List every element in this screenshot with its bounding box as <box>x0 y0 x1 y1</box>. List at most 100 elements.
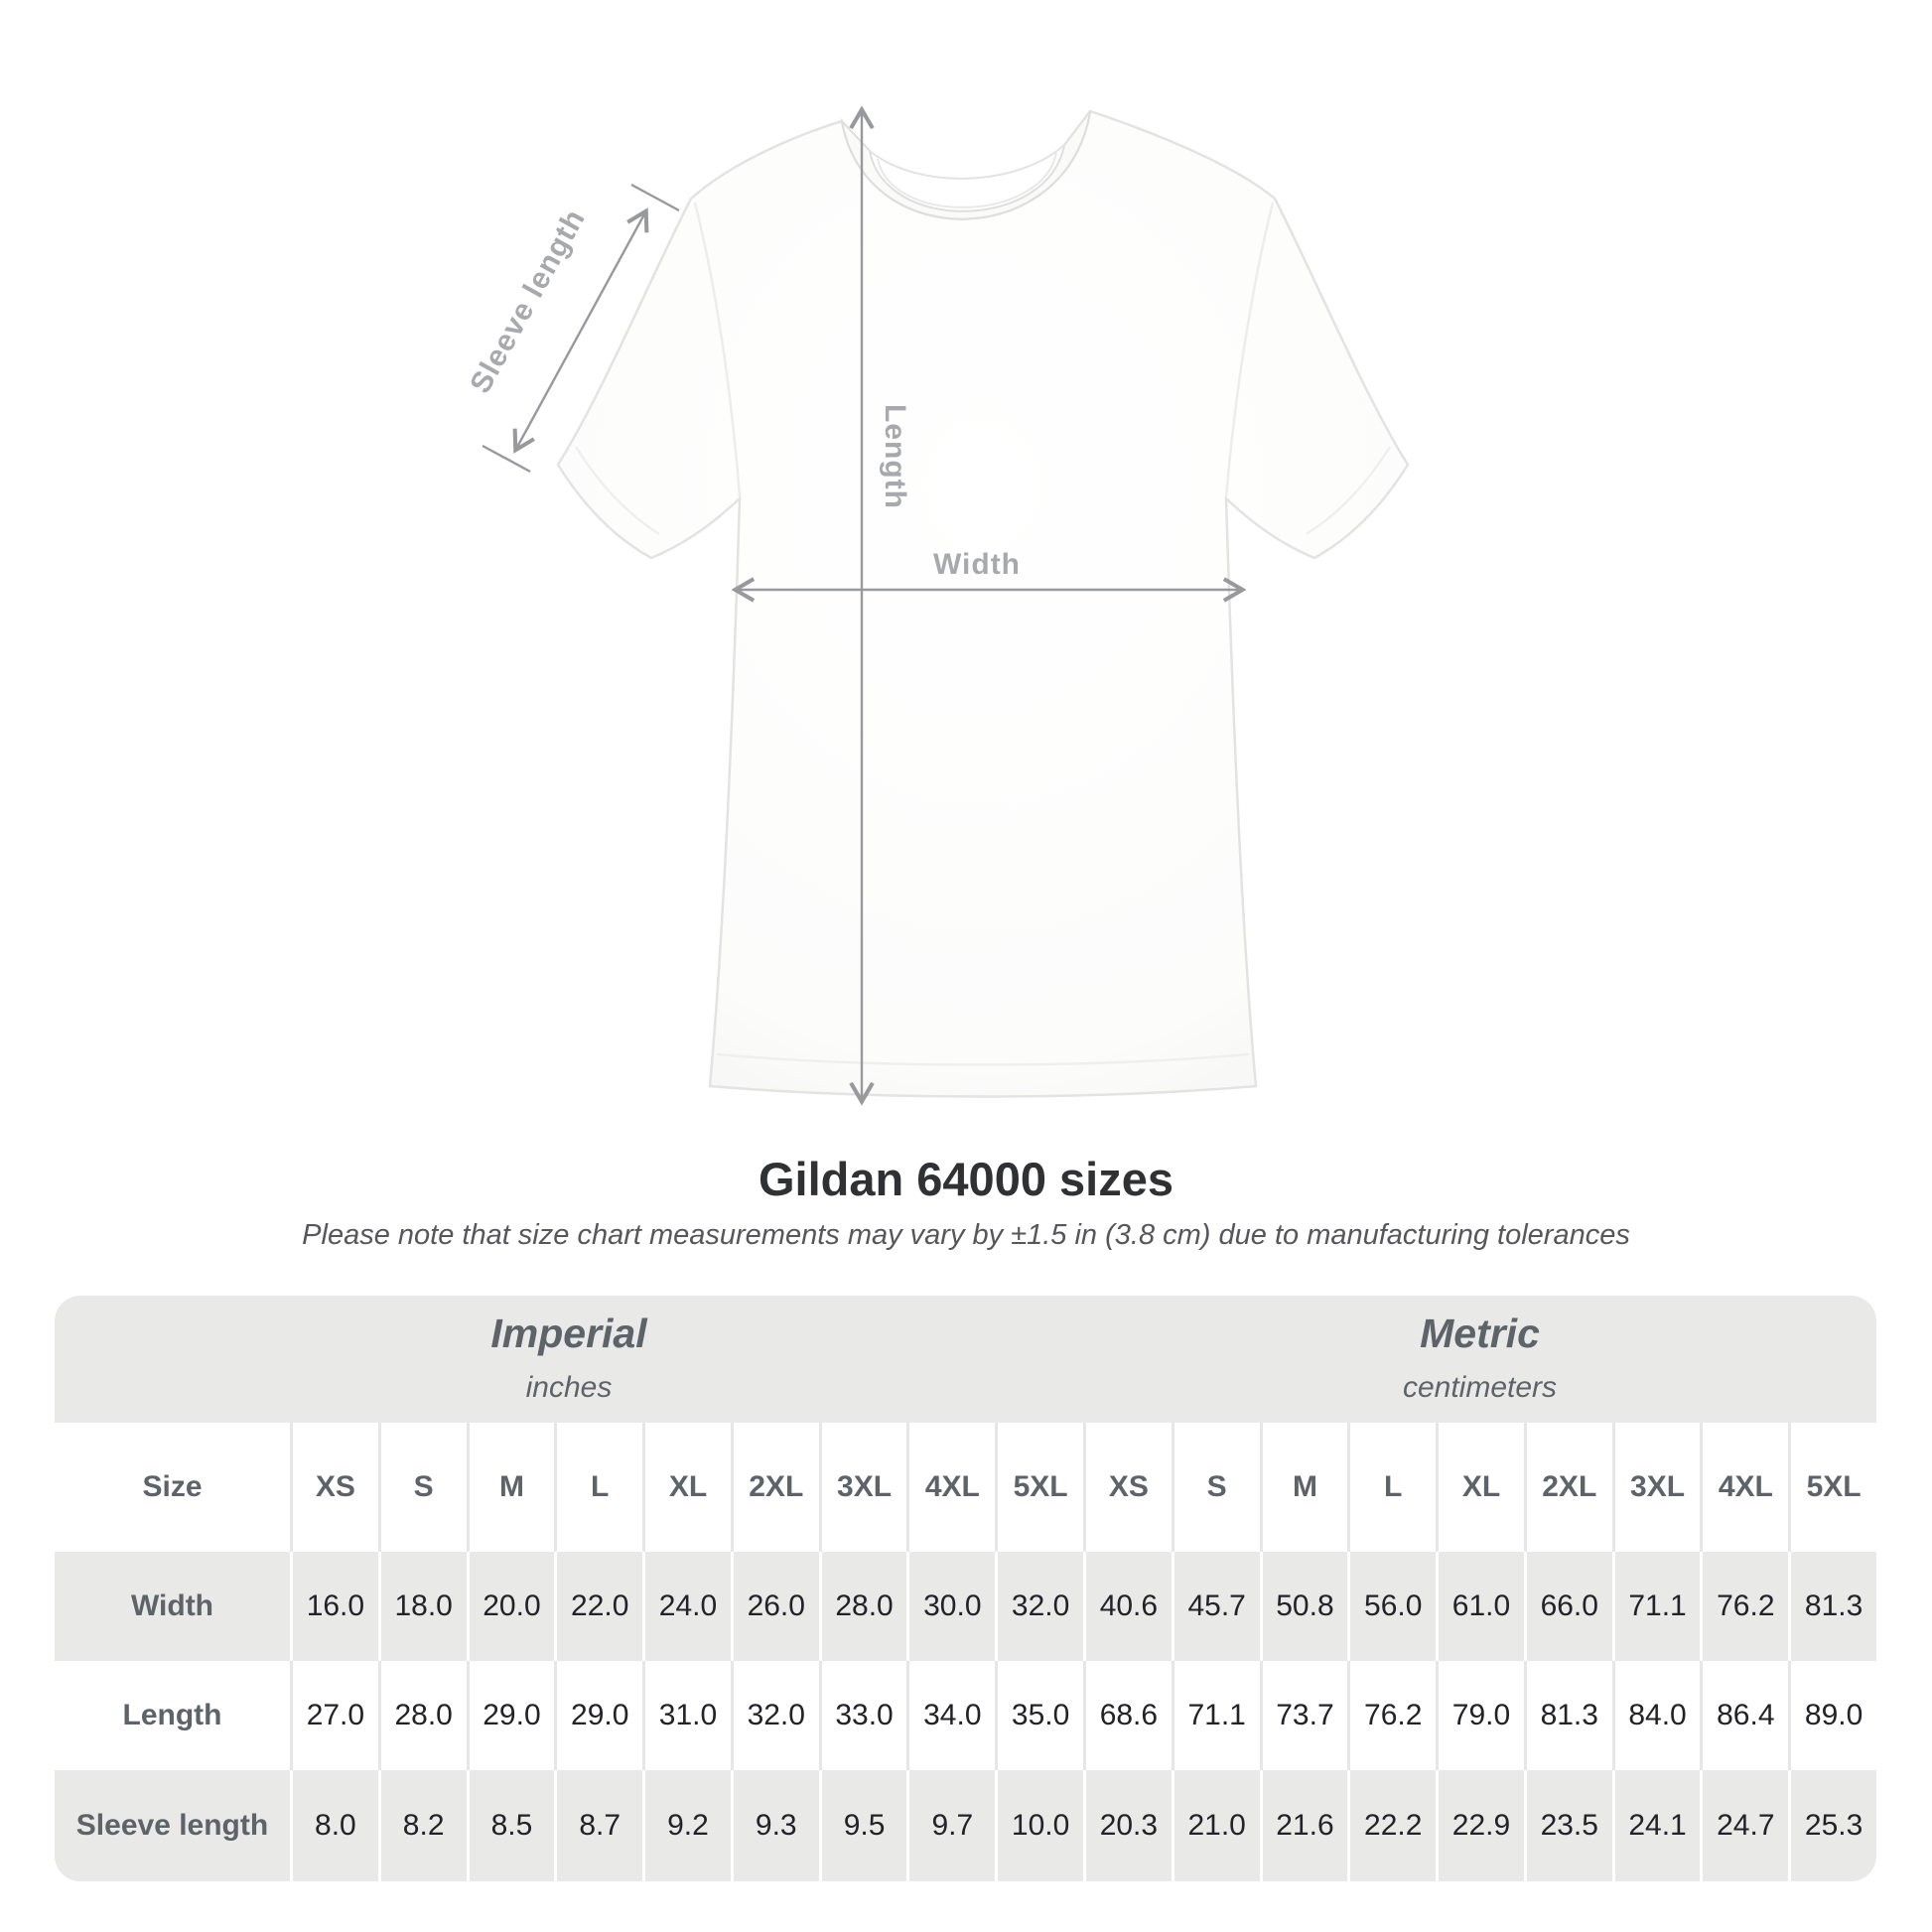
length-metric-2xl: 81.3 <box>1523 1661 1612 1770</box>
size-col-metric-m: M <box>1259 1423 1348 1552</box>
tshirt-measurement-diagram: Length Width Sleeve length <box>464 105 1410 1106</box>
length-metric-xl: 79.0 <box>1436 1661 1524 1770</box>
size-col-metric-l: L <box>1347 1423 1437 1552</box>
imperial-title: Imperial <box>490 1310 647 1356</box>
tshirt-collar <box>840 110 1091 220</box>
sleeve-metric-5xl: 25.3 <box>1788 1770 1876 1881</box>
size-col-imperial-xs: XS <box>290 1423 378 1552</box>
sleeve-imperial-4xl: 9.7 <box>906 1770 996 1881</box>
size-col-metric-5xl: 5XL <box>1788 1423 1876 1552</box>
width-imperial-s: 18.0 <box>377 1552 467 1661</box>
width-metric-s: 45.7 <box>1171 1552 1260 1661</box>
imperial-unit: inches <box>525 1370 613 1404</box>
size-col-imperial-l: L <box>554 1423 643 1552</box>
tolerance-note: Please note that size chart measurements… <box>302 1219 1630 1251</box>
length-imperial-2xl: 32.0 <box>730 1661 819 1770</box>
sleeve-tick-top <box>630 183 680 212</box>
sleeve-metric-xs: 20.3 <box>1083 1770 1172 1881</box>
size-col-imperial-m: M <box>466 1423 555 1552</box>
width-metric-m: 50.8 <box>1259 1552 1348 1661</box>
metric-unit: centimeters <box>1402 1370 1558 1404</box>
tshirt-graphic <box>556 109 1410 1098</box>
size-col-imperial-3xl: 3XL <box>818 1423 907 1552</box>
sleeve-metric-4xl: 24.7 <box>1700 1770 1789 1881</box>
sleeve-metric-s: 21.0 <box>1171 1770 1260 1881</box>
size-col-metric-2xl: 2XL <box>1523 1423 1612 1552</box>
width-imperial-3xl: 28.0 <box>818 1552 907 1661</box>
sleeve-metric-3xl: 24.1 <box>1611 1770 1701 1881</box>
width-imperial-m: 20.0 <box>466 1552 555 1661</box>
sleeve-tick-bottom <box>482 444 531 474</box>
width-imperial-5xl: 32.0 <box>995 1552 1083 1661</box>
metric-title: Metric <box>1420 1310 1540 1356</box>
size-col-metric-xl: XL <box>1436 1423 1524 1552</box>
sleeve-metric-l: 22.2 <box>1347 1770 1437 1881</box>
length-row-label: Length <box>55 1661 290 1770</box>
collar-stitch <box>877 152 1057 208</box>
length-imperial-5xl: 35.0 <box>995 1661 1083 1770</box>
size-chart-table: Imperial inches Metric centimeters Size … <box>55 1296 1876 1881</box>
width-imperial-4xl: 30.0 <box>906 1552 996 1661</box>
sleeve-imperial-m: 8.5 <box>466 1770 555 1881</box>
length-metric-xs: 68.6 <box>1083 1661 1172 1770</box>
length-imperial-4xl: 34.0 <box>906 1661 996 1770</box>
length-imperial-xl: 31.0 <box>642 1661 731 1770</box>
sleeve-imperial-5xl: 10.0 <box>995 1770 1083 1881</box>
length-imperial-3xl: 33.0 <box>818 1661 907 1770</box>
cuff-stitch-left <box>574 446 660 536</box>
length-metric-m: 73.7 <box>1259 1661 1348 1770</box>
size-col-imperial-s: S <box>377 1423 467 1552</box>
width-imperial-xl: 24.0 <box>642 1552 731 1661</box>
length-label: Length <box>879 404 911 509</box>
sleeve-arrow <box>512 207 649 454</box>
armhole-seam-left <box>693 202 742 497</box>
size-col-metric-s: S <box>1171 1423 1260 1552</box>
length-metric-l: 76.2 <box>1347 1661 1437 1770</box>
page-title: Gildan 64000 sizes <box>758 1153 1174 1205</box>
length-metric-3xl: 84.0 <box>1611 1661 1701 1770</box>
sleeve-imperial-3xl: 9.5 <box>818 1770 907 1881</box>
size-col-metric-xs: XS <box>1083 1423 1172 1552</box>
sleeve-metric-m: 21.6 <box>1259 1770 1348 1881</box>
length-imperial-l: 29.0 <box>554 1661 643 1770</box>
hem-stitch <box>716 1052 1250 1066</box>
sleeve-length-label: Sleeve length <box>464 204 592 399</box>
sleeve-row-label: Sleeve length <box>55 1770 290 1881</box>
width-metric-2xl: 66.0 <box>1523 1552 1612 1661</box>
length-imperial-s: 28.0 <box>377 1661 467 1770</box>
width-metric-3xl: 71.1 <box>1611 1552 1701 1661</box>
width-metric-xs: 40.6 <box>1083 1552 1172 1661</box>
sleeve-metric-xl: 22.9 <box>1436 1770 1524 1881</box>
sleeve-metric-2xl: 23.5 <box>1523 1770 1612 1881</box>
armhole-seam-right <box>1224 202 1275 497</box>
size-col-imperial-4xl: 4XL <box>906 1423 996 1552</box>
width-imperial-xs: 16.0 <box>290 1552 378 1661</box>
size-col-imperial-2xl: 2XL <box>730 1423 819 1552</box>
length-metric-s: 71.1 <box>1171 1661 1260 1770</box>
sleeve-imperial-l: 8.7 <box>554 1770 643 1881</box>
length-metric-5xl: 89.0 <box>1788 1661 1876 1770</box>
size-col-metric-4xl: 4XL <box>1700 1423 1789 1552</box>
unit-group-metric: Metric centimeters <box>1083 1296 1876 1423</box>
sleeve-imperial-2xl: 9.3 <box>730 1770 819 1881</box>
width-metric-xl: 61.0 <box>1436 1552 1524 1661</box>
width-imperial-l: 22.0 <box>554 1552 643 1661</box>
sleeve-imperial-xl: 9.2 <box>642 1770 731 1881</box>
length-imperial-m: 29.0 <box>466 1661 555 1770</box>
size-col-imperial-5xl: 5XL <box>995 1423 1083 1552</box>
width-row-label: Width <box>55 1552 290 1661</box>
cuff-stitch-right <box>1306 446 1392 536</box>
unit-group-imperial: Imperial inches <box>55 1296 1083 1423</box>
length-metric-4xl: 86.4 <box>1700 1661 1789 1770</box>
width-metric-l: 56.0 <box>1347 1552 1437 1661</box>
width-metric-5xl: 81.3 <box>1788 1552 1876 1661</box>
size-col-metric-3xl: 3XL <box>1611 1423 1701 1552</box>
size-row-label: Size <box>55 1423 290 1552</box>
width-imperial-2xl: 26.0 <box>730 1552 819 1661</box>
sleeve-imperial-xs: 8.0 <box>290 1770 378 1881</box>
collar-back-edge <box>869 144 1065 180</box>
size-col-imperial-xl: XL <box>642 1423 731 1552</box>
width-metric-4xl: 76.2 <box>1700 1552 1789 1661</box>
width-label: Width <box>933 548 1021 581</box>
sleeve-imperial-s: 8.2 <box>377 1770 467 1881</box>
